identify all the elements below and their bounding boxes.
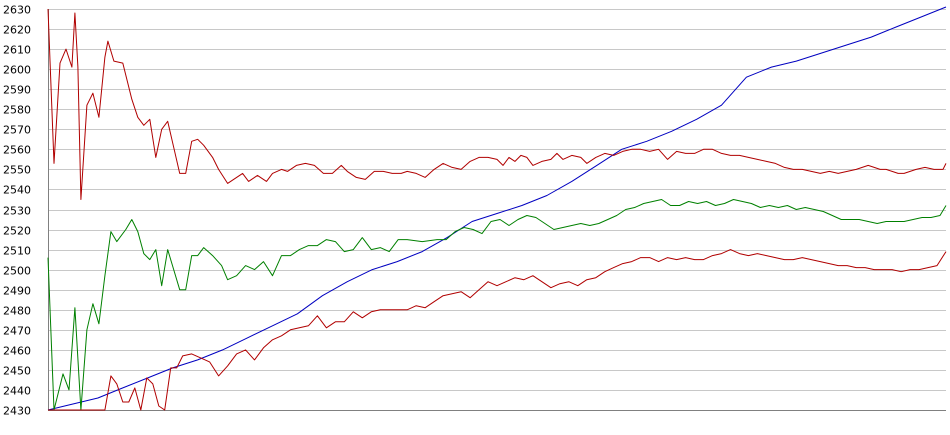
y-tick-label: 2450 (3, 365, 31, 378)
y-tick-label: 2480 (3, 305, 31, 318)
y-tick-label: 2490 (3, 285, 31, 298)
gridlines (48, 9, 946, 411)
y-tick-label: 2630 (3, 4, 31, 17)
y-tick-label: 2610 (3, 44, 31, 57)
series-line-2 (47, 8, 947, 200)
y-tick-label: 2460 (3, 345, 31, 358)
axes (48, 9, 946, 411)
y-tick-label: 2530 (3, 205, 31, 218)
y-tick-label: 2580 (3, 104, 31, 117)
y-tick-label: 2500 (3, 265, 31, 278)
y-tick-label: 2560 (3, 144, 31, 157)
y-tick-label: 2430 (3, 405, 31, 418)
series-line-3 (47, 199, 947, 411)
y-tick-label: 2440 (3, 385, 31, 398)
y-tick-label: 2470 (3, 325, 31, 338)
y-tick-label: 2570 (3, 124, 31, 137)
y-tick-label: 2620 (3, 24, 31, 37)
series-lines (47, 6, 947, 411)
y-tick-label: 2510 (3, 245, 31, 258)
y-tick-label: 2540 (3, 184, 31, 197)
y-tick-label: 2550 (3, 164, 31, 177)
y-tick-label: 2590 (3, 84, 31, 97)
y-tick-label: 2520 (3, 225, 31, 238)
y-tick-label: 2600 (3, 64, 31, 77)
y-axis-tick-labels: 2430 2440 2450 2460 2470 2480 2490 2500 2510 2520… (3, 4, 31, 418)
series-line-1 (47, 6, 947, 411)
series-line-4 (48, 249, 947, 411)
